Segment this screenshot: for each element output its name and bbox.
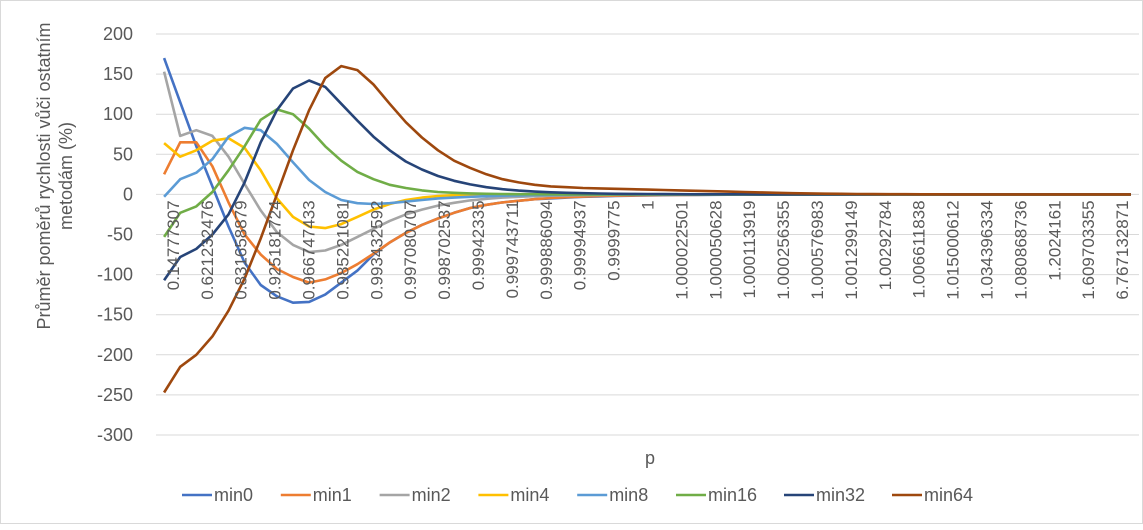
- x-tick-label: 0.99942335: [469, 200, 488, 290]
- y-tick-label: 0: [123, 184, 133, 204]
- y-tick-label: 100: [103, 104, 133, 124]
- series-lines: [162, 57, 1131, 394]
- y-tick-label: -150: [97, 305, 133, 325]
- x-tick-label: 1.080868736: [1011, 200, 1030, 299]
- x-tick-label: 0.999886094: [537, 200, 556, 299]
- x-tick-label: 1.2024161: [1045, 200, 1064, 280]
- y-tick-label: -50: [107, 225, 133, 245]
- x-tick-label: 0.998702537: [435, 200, 454, 299]
- y-axis-ticks: 200 150 100 50 0 -50 -100 -150 -200 -250 -300: [97, 24, 133, 445]
- x-tick-label: 0.621232476: [198, 200, 217, 299]
- x-tick-label: 0.966747433: [300, 200, 319, 299]
- series-line-min8: [163, 126, 1131, 206]
- x-axis-label: p: [645, 448, 655, 468]
- x-tick-label: 1.000050628: [706, 200, 725, 299]
- legend-label-min64: min64: [924, 485, 973, 505]
- x-tick-label: 1.000022501: [672, 200, 691, 299]
- y-axis-label: Průměr poměrů rychlosti vůči ostatním: [34, 22, 54, 329]
- y-tick-label: -100: [97, 265, 133, 285]
- y-tick-label: -300: [97, 425, 133, 445]
- x-tick-label: 1.000113919: [740, 200, 759, 298]
- x-axis-ticks: 0.14777307 0.621232476 0.831658879 0.925181…: [164, 200, 1132, 299]
- x-tick-label: 1.609703355: [1079, 200, 1098, 299]
- x-tick-label: 1: [639, 200, 658, 209]
- x-tick-label: 1.000256355: [774, 200, 793, 299]
- legend-label-min16: min16: [708, 485, 757, 505]
- y-tick-label: -250: [97, 385, 133, 405]
- x-tick-label: 1.000576983: [808, 200, 827, 299]
- x-tick-label: 0.925181724: [266, 200, 285, 299]
- legend-label-min0: min0: [214, 485, 253, 505]
- legend: min0 min1 min2 min4 min8 min16 min32 min64: [182, 485, 973, 505]
- x-tick-label: 0.985221081: [333, 200, 352, 299]
- legend-label-min1: min1: [313, 485, 352, 505]
- x-tick-label: 0.993432592: [367, 200, 386, 299]
- y-axis-label-line2: metodám (%): [56, 122, 76, 230]
- y-tick-label: 150: [103, 64, 133, 84]
- x-tick-label: 1.015000612: [944, 200, 963, 299]
- x-tick-label: 1.001299149: [842, 200, 861, 299]
- legend-label-min32: min32: [816, 485, 865, 505]
- x-tick-label: 0.831658879: [232, 200, 251, 299]
- legend-label-min2: min2: [412, 485, 451, 505]
- x-tick-label: 1.00292784: [876, 200, 895, 290]
- x-tick-label: 6.767132871: [1113, 200, 1132, 299]
- x-tick-label: 0.14777307: [164, 200, 183, 290]
- series-line-min64: [162, 64, 1131, 394]
- x-tick-label: 0.999743711: [503, 200, 522, 298]
- x-tick-label: 0.99994937: [571, 200, 590, 290]
- x-tick-label: 1.006611838: [910, 200, 929, 298]
- y-tick-label: -200: [97, 345, 133, 365]
- y-tick-label: 50: [113, 144, 133, 164]
- legend-label-min4: min4: [510, 485, 549, 505]
- y-tick-label: 200: [103, 24, 133, 44]
- legend-label-min8: min8: [609, 485, 648, 505]
- x-tick-label: 0.997080707: [401, 200, 420, 299]
- x-tick-label: 0.9999775: [605, 200, 624, 280]
- x-tick-label: 1.034396334: [977, 200, 996, 299]
